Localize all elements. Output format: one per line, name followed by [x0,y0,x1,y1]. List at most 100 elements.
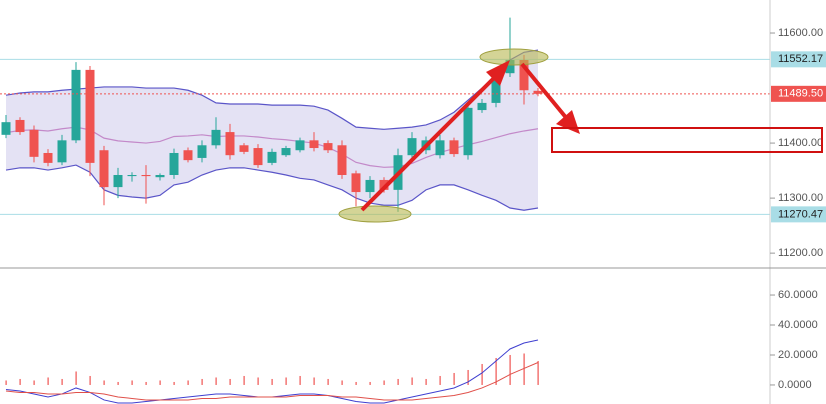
histogram-bar [341,380,343,385]
oscillator-line [5,362,539,401]
level-label: 11270.47 [778,208,823,220]
candle-body [435,140,445,156]
candle-body [225,132,235,156]
histogram-bar [355,381,357,385]
histogram-bar [509,354,511,385]
histogram-bar [103,380,105,385]
histogram-bar [467,369,469,385]
indicator-line [5,164,539,211]
histogram-bar [369,381,371,385]
y-tick-label: 11300.00 [778,192,823,204]
band-fill [6,50,538,211]
highlight-ellipse [338,205,412,223]
candle-body [155,174,165,178]
histogram-bar [75,371,77,385]
histogram-bar [61,378,63,385]
indicator-line [5,126,539,168]
arrow-up [360,70,502,212]
level-label-box [771,206,826,223]
indicator-line [5,49,539,130]
histogram-bar [187,380,189,385]
candle-body [337,145,347,175]
candle-body [253,148,263,166]
histogram-bar [257,377,259,385]
level-label-box [771,51,826,68]
candle-body [169,152,179,175]
histogram-bar [215,377,217,385]
highlight-ellipse [479,48,549,66]
y-tick-label: 11400.00 [778,137,823,149]
candle-body [183,150,193,161]
histogram-bar [243,375,245,385]
histogram-bar [19,378,21,385]
arrow-head [486,60,510,86]
candle-body [505,59,515,74]
histogram-bar [397,378,399,385]
histogram-bar [495,357,497,385]
histogram-bar [537,360,539,385]
histogram-bar [173,381,175,385]
candle-body [309,140,319,149]
y-tick-label: 20.0000 [778,349,818,361]
oscillator-line [5,339,539,404]
histogram-bar [131,380,133,385]
last-price-box [771,85,826,102]
y-tick-label: 40.0000 [778,319,818,331]
last-price-label: 11489.50 [778,88,823,100]
candle-body [533,90,543,94]
candle-body [491,73,501,103]
histogram-bar [313,377,315,385]
candle-body [295,140,305,151]
candle-body [43,152,53,163]
candle-body [141,174,151,177]
histogram-bar [5,380,7,385]
candle-body [57,140,67,163]
candle-body [519,59,529,91]
candle-body [365,179,375,193]
histogram-bar [383,380,385,385]
candle-body [323,143,333,151]
y-tick-label: 11200.00 [778,247,823,259]
highlight-box [551,127,823,153]
candle-body [127,174,137,177]
histogram-bar [299,375,301,385]
histogram-bar [33,380,35,385]
histogram-bar [411,377,413,385]
histogram-bar [159,380,161,385]
histogram-bar [327,378,329,385]
histogram-bar [271,378,273,385]
candle-body [477,102,487,111]
candle-body [1,122,11,135]
candle-body [99,150,109,188]
annotations [338,48,823,223]
candle-body [379,179,389,190]
histogram-bar [439,375,441,385]
arrow-down [520,62,570,122]
arrow-head [556,110,580,134]
histogram-bar [523,353,525,385]
candle-body [463,107,473,156]
candle-body [449,140,459,155]
candle-body [71,69,81,141]
histogram-bar [453,372,455,385]
candle-body [85,69,95,163]
histogram-bar [145,381,147,385]
candle-body [281,148,291,156]
candle-body [211,129,221,146]
y-tick-label: 11600.00 [778,27,823,39]
histogram-bar [47,377,49,385]
histogram-bar [481,363,483,385]
y-tick-label: 0.0000 [778,379,812,391]
histogram-bar [285,377,287,385]
candle-body [407,138,417,156]
level-label: 11552.17 [778,53,823,65]
candle-body [197,145,207,158]
candle-body [267,151,277,163]
candle-body [29,129,39,157]
candle-body [239,145,249,152]
candle-body [15,119,25,133]
histogram-bar [229,378,231,385]
histogram-bar [201,378,203,385]
histogram-bar [117,381,119,385]
